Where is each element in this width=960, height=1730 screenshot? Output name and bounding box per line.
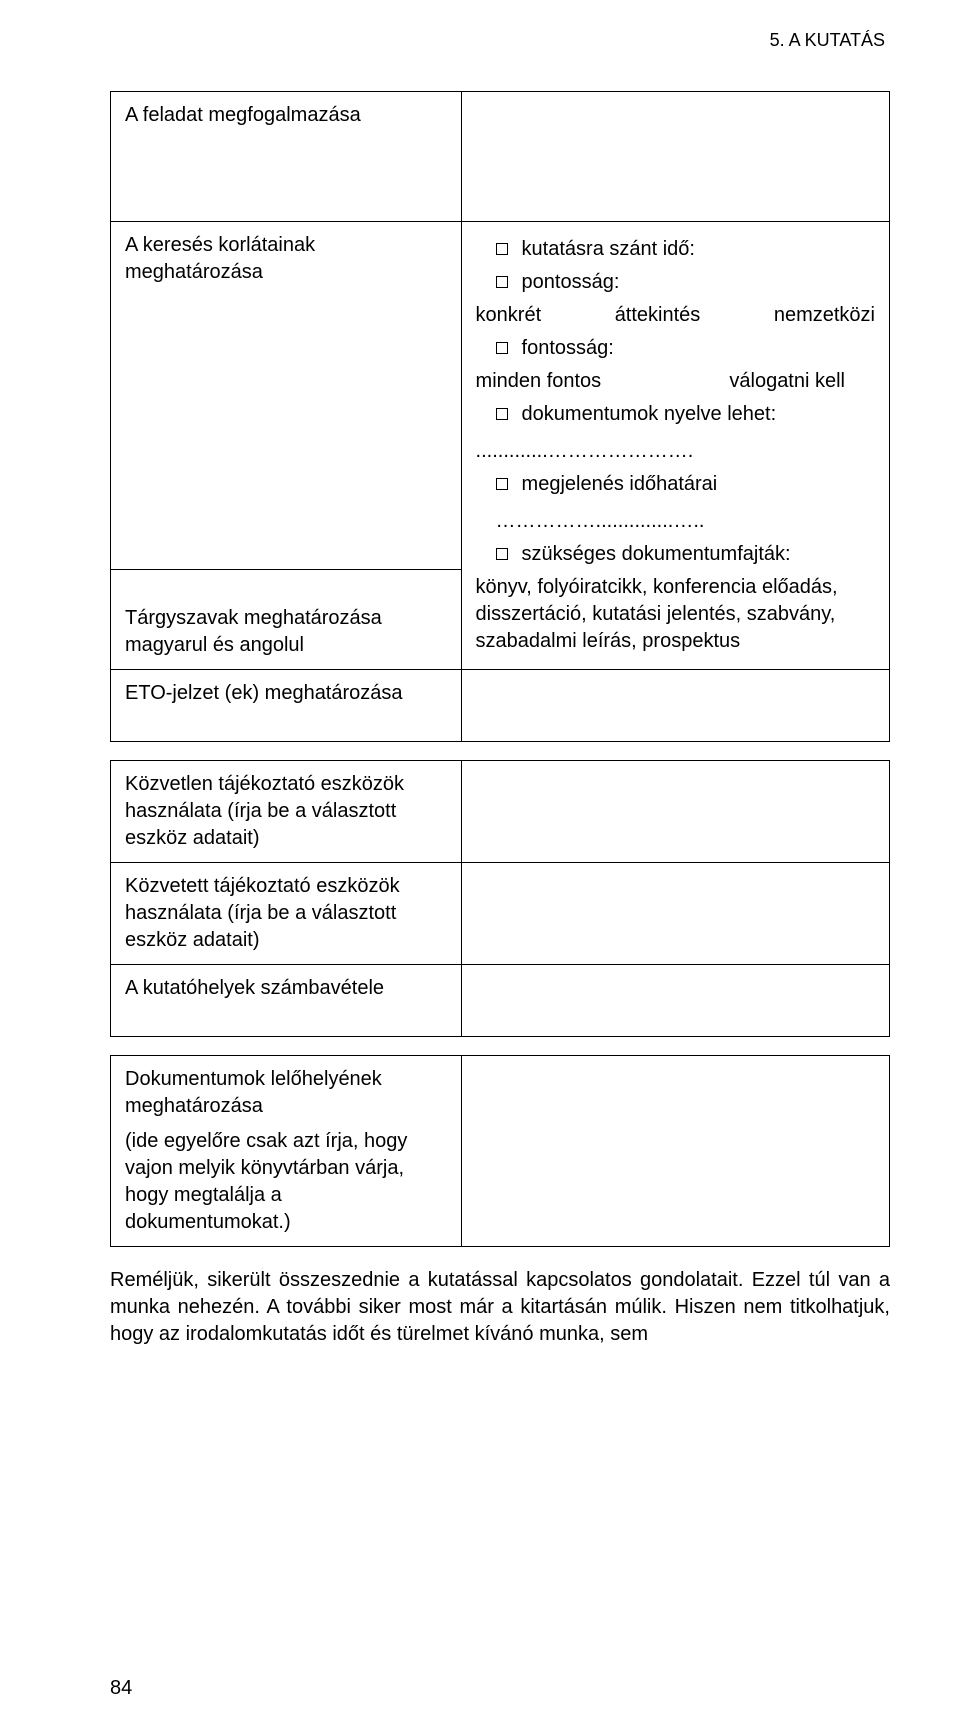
t1-r1-right (461, 92, 889, 222)
t3-r1-left-b: (ide egyelőre csak azt írja, hogy vajon … (125, 1128, 447, 1236)
r2-dots2: ……………..............….. (476, 508, 875, 535)
section-header: 5. A KUTATÁS (110, 30, 890, 51)
t3-r1-left: Dokumentumok lelőhelyének meghatározása … (111, 1056, 462, 1247)
r2-dots1: .............…………………. (476, 438, 875, 465)
r2-bullet-7: megjelenés időhatárai (522, 471, 718, 498)
checkbox-icon (496, 342, 508, 354)
t1-r4-right (461, 670, 889, 742)
t3-r1-right (461, 1056, 889, 1247)
r2-bullet-6: dokumentumok nyelve lehet: (522, 401, 777, 428)
r2-bullet-1: kutatásra szánt idő: (522, 236, 695, 263)
r2-line5a: minden fontos (476, 368, 602, 395)
t1-r3-left: Tárgyszavak meghatározása magyarul és an… (111, 570, 462, 670)
r2-line3c: nemzetközi (774, 302, 875, 329)
page-container: 5. A KUTATÁS A feladat megfogalmazása A … (0, 0, 960, 1730)
r2-bullet-8: szükséges dokumentumfajták: (522, 541, 791, 568)
checkbox-icon (496, 243, 508, 255)
r2-line3b: áttekintés (615, 302, 701, 329)
r2-line5b: válogatni kell (729, 368, 845, 395)
t1-r4-left: ETO-jelzet (ek) meghatározása (111, 670, 462, 742)
table-2: Közvetlen tájékoztató eszközök használat… (110, 760, 890, 1037)
t2-r3-right (461, 965, 889, 1037)
t2-r2-right (461, 863, 889, 965)
t1-r2-left: A keresés korlátainak meghatározása (125, 232, 447, 286)
table-3: Dokumentumok lelőhelyének meghatározása … (110, 1055, 890, 1247)
t2-r1-right (461, 761, 889, 863)
checkbox-icon (496, 276, 508, 288)
t3-r1-left-a: Dokumentumok lelőhelyének meghatározása (125, 1066, 447, 1120)
r2-bullet-2: pontosság: (522, 269, 620, 296)
t2-r1-left: Közvetlen tájékoztató eszközök használat… (111, 761, 462, 863)
body-paragraph: Reméljük, sikerült összeszednie a kutatá… (110, 1267, 890, 1348)
checkbox-icon (496, 408, 508, 420)
t2-r2-left: Közvetett tájékoztató eszközök használat… (111, 863, 462, 965)
t2-r3-left: A kutatóhelyek számbavétele (111, 965, 462, 1037)
r2-bullet-4: fontosság: (522, 335, 614, 362)
r2-line3a: konkrét (476, 302, 542, 329)
t1-r2-right: kutatásra szánt idő: pontosság: konkrét … (461, 222, 889, 670)
checkbox-icon (496, 478, 508, 490)
checkbox-icon (496, 548, 508, 560)
r2-desc: könyv, folyóiratcikk, konferencia előadá… (476, 574, 875, 655)
table-1: A feladat megfogalmazása A keresés korlá… (110, 91, 890, 742)
page-number: 84 (110, 1677, 132, 1700)
t1-r1-left: A feladat megfogalmazása (111, 92, 462, 222)
